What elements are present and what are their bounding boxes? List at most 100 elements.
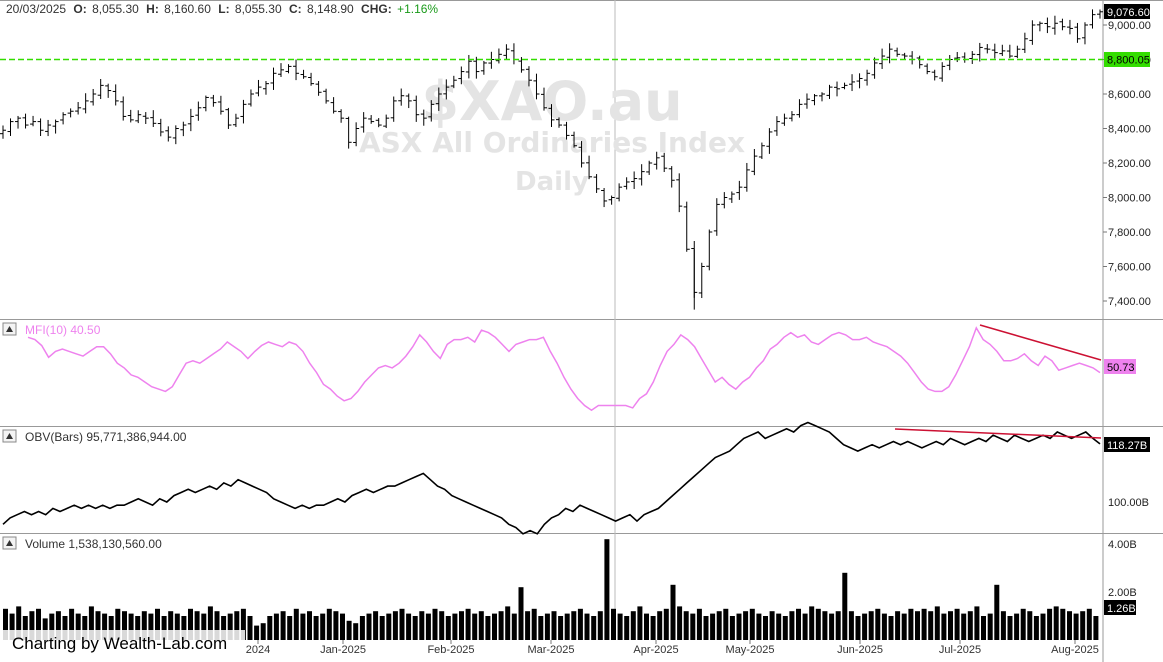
volume-bar	[313, 616, 319, 640]
volume-bar	[809, 606, 815, 640]
price-bar	[1066, 19, 1073, 35]
volume-bar	[815, 608, 821, 640]
date-label: Aug-2025	[1051, 644, 1099, 656]
price-bar	[781, 113, 788, 126]
volume-bar	[611, 608, 616, 640]
volume-bar	[1067, 611, 1072, 640]
mfi-collapse-button[interactable]	[2, 322, 17, 336]
price-bar	[668, 166, 675, 188]
volume-bar	[597, 611, 603, 640]
price-bar	[698, 262, 705, 299]
price-bar	[999, 44, 1006, 56]
volume-bar	[1033, 616, 1039, 640]
price-bar	[593, 174, 600, 193]
volume-bar	[1080, 611, 1086, 640]
obv-collapse-button[interactable]	[2, 429, 17, 443]
volume-bar	[749, 608, 755, 640]
volume-bar	[974, 606, 980, 640]
volume-bar	[201, 613, 207, 640]
svg-text:8,800.05: 8,800.05	[1107, 54, 1150, 66]
price-bar	[127, 109, 134, 123]
last-price-badge: 9,076.60	[1104, 4, 1150, 19]
obv-line	[2, 421, 1101, 535]
volume-bar	[703, 616, 709, 640]
volume-bar	[439, 611, 445, 640]
volume-bar	[102, 613, 108, 640]
volume-bar	[359, 616, 365, 640]
price-bar	[818, 92, 825, 102]
price-bar	[969, 51, 976, 64]
volume-bar	[214, 611, 220, 640]
price-bar	[826, 84, 833, 99]
volume-bar	[1093, 616, 1099, 640]
volume-bar	[498, 611, 504, 640]
price-bar	[916, 55, 923, 69]
volume-bar	[915, 611, 920, 640]
volume-bar	[617, 613, 623, 640]
volume-bar	[644, 613, 649, 640]
price-bar	[736, 180, 743, 200]
volume-bar	[505, 606, 511, 640]
volume-bar	[723, 608, 729, 640]
volume-bar	[1020, 608, 1026, 640]
volume-bar	[36, 608, 41, 640]
price-bar	[653, 151, 660, 170]
volume-bar	[108, 616, 114, 640]
price-bar	[623, 177, 630, 190]
volume-bar	[558, 616, 564, 640]
price-bar	[803, 93, 810, 109]
volume-bar	[657, 611, 663, 640]
volume-bar	[62, 616, 68, 640]
volume-badge: 1.26B	[1104, 600, 1136, 615]
volume-collapse-button[interactable]	[2, 536, 17, 550]
price-bar	[52, 119, 59, 134]
volume-bar	[207, 606, 213, 640]
volume-bar	[1060, 608, 1066, 640]
volume-bar	[485, 616, 491, 640]
price-bar	[142, 112, 149, 124]
price-bar	[375, 118, 382, 128]
price-bar	[105, 83, 112, 98]
volume-bar	[174, 613, 180, 640]
date-label: 2024	[246, 644, 270, 656]
volume-bar	[710, 613, 716, 640]
price-bar	[150, 110, 157, 128]
mfi-title: MFI(10) 40.50	[25, 323, 101, 337]
volume-bar	[234, 611, 240, 640]
volume-bar	[287, 616, 293, 640]
volume-bar	[591, 616, 597, 640]
volume-bar	[1053, 606, 1059, 640]
volume-bar	[789, 611, 795, 640]
volume-bar	[1040, 613, 1046, 640]
price-tick-label: 7,800.00	[1108, 227, 1151, 239]
obv-title: OBV(Bars) 95,771,386,944.00	[25, 430, 187, 444]
volume-bar	[247, 616, 253, 640]
price-bar	[435, 87, 442, 111]
price-bar	[556, 117, 563, 128]
volume-bar	[478, 611, 484, 640]
price-bar	[646, 160, 653, 175]
volume-bar	[221, 616, 227, 640]
price-bar	[766, 128, 773, 154]
price-bar	[458, 66, 465, 85]
price-bar	[954, 51, 961, 63]
volume-bar	[22, 616, 28, 640]
price-bar	[30, 115, 37, 127]
svg-text:9,076.60: 9,076.60	[1107, 7, 1150, 19]
volume-bar	[782, 616, 788, 640]
price-bar	[300, 69, 307, 79]
ohlc-header: 20/03/2025 O: 8,055.30 H: 8,160.60 L: 8,…	[6, 2, 438, 16]
volume-bar	[670, 584, 676, 640]
price-bar	[586, 155, 593, 180]
volume-bar	[82, 616, 88, 640]
volume-bar	[1000, 611, 1006, 640]
volume-bar	[895, 611, 901, 640]
svg-text:1.26B: 1.26B	[1107, 603, 1136, 615]
volume-bar	[637, 606, 643, 640]
price-bar	[1029, 20, 1036, 45]
price-bar	[270, 67, 277, 90]
volume-bar	[122, 611, 127, 640]
volume-bar	[802, 613, 808, 640]
price-bar	[984, 44, 991, 54]
volume-bar	[1086, 608, 1092, 640]
